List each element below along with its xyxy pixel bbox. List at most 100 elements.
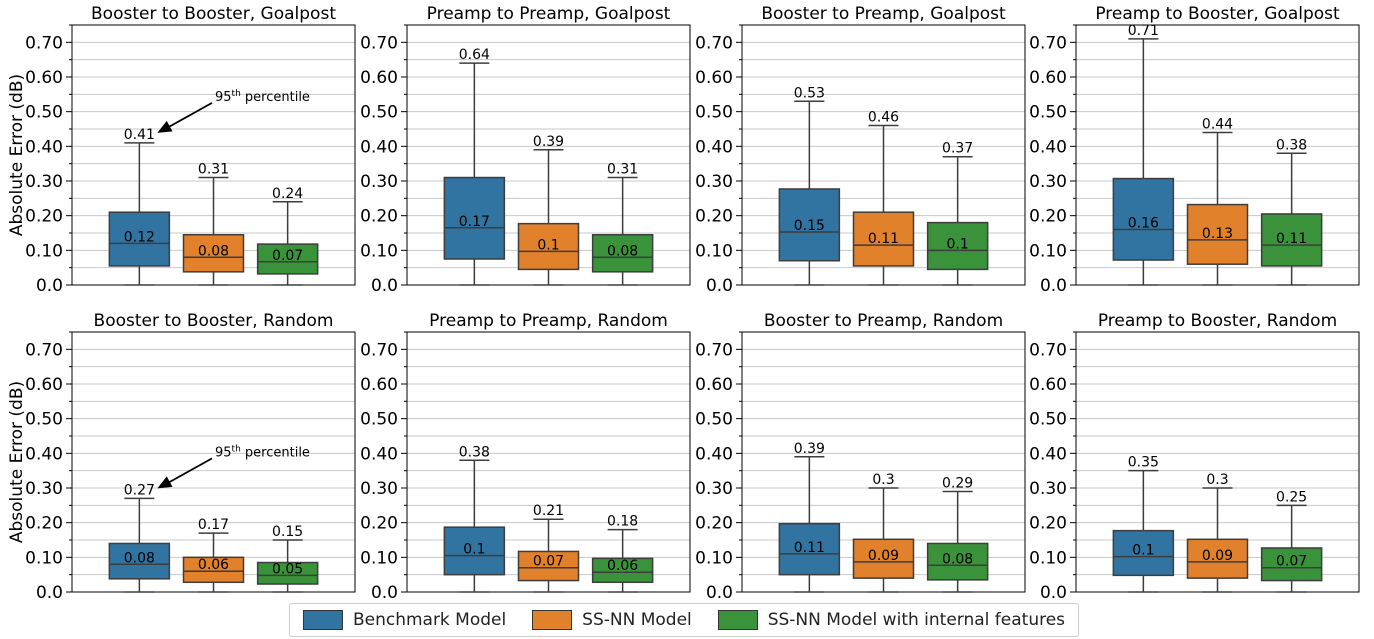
y-tick-label: 0.20	[360, 514, 398, 534]
box-iqr	[1260, 213, 1323, 267]
percentile-annotation: 95th percentile	[157, 444, 310, 489]
median-label: 0.15	[794, 218, 825, 234]
y-tick-label: 0.20	[360, 207, 398, 227]
box-iqr	[182, 556, 245, 584]
p95-label: 0.71	[1128, 23, 1159, 39]
box-iqr	[926, 221, 989, 271]
annotation-arrow-shaft	[164, 457, 213, 486]
box-2: 0.1 0.39	[517, 134, 580, 286]
y-tick-label: 0.20	[695, 207, 733, 227]
y-tick-label: 0.70	[25, 340, 63, 360]
box-3: 0.05 0.15	[256, 524, 319, 593]
y-tick-label: 0.0	[1040, 583, 1067, 603]
p95-label: 0.38	[459, 444, 490, 460]
panel-title: Booster to Booster, Random	[94, 311, 334, 331]
box-iqr	[443, 176, 506, 260]
p95-label: 0.25	[1276, 489, 1307, 505]
y-tick-label: 0.70	[1029, 33, 1067, 53]
box-1: 0.1 0.38	[443, 444, 506, 593]
box-iqr	[182, 233, 245, 273]
p95-label: 0.3	[872, 472, 894, 488]
box-iqr	[256, 561, 319, 585]
box-iqr	[1260, 547, 1323, 582]
box-iqr	[591, 233, 654, 273]
y-tick-label: 0.60	[360, 68, 398, 88]
panel-title: Preamp to Preamp, Goalpost	[427, 4, 671, 24]
box-iqr	[1112, 177, 1175, 261]
median-label: 0.08	[198, 243, 229, 259]
median-label: 0.1	[537, 237, 559, 253]
panel-2: 0.0 0.10 0.20 0.30 0.40 0.50 0.60 0.70 Preamp to…	[360, 4, 691, 296]
median-label: 0.06	[607, 558, 638, 574]
annotation-arrow-shaft	[164, 102, 213, 130]
y-tick-label: 0.10	[695, 548, 733, 568]
box-3: 0.08 0.29	[926, 475, 989, 593]
y-tick-label: 0.70	[1029, 340, 1067, 360]
y-tick-label: 0.30	[25, 172, 63, 192]
legend-label-benchmark: Benchmark Model	[352, 610, 507, 630]
box-iqr	[517, 550, 580, 582]
y-tick-label: 0.70	[695, 33, 733, 53]
p95-label: 0.39	[533, 134, 564, 150]
box-3: 0.07 0.25	[1260, 489, 1323, 593]
box-iqr	[1186, 203, 1249, 265]
legend-item-ssnn-internal: SS-NN Model with internal features	[717, 610, 1065, 630]
y-tick-label: 0.60	[1029, 375, 1067, 395]
box-2: 0.09 0.3	[1186, 472, 1249, 593]
box-3: 0.1 0.37	[926, 141, 989, 286]
median-label: 0.11	[1276, 231, 1307, 247]
y-tick-label: 0.40	[1029, 444, 1067, 464]
median-label: 0.1	[1132, 543, 1154, 559]
median-label: 0.17	[459, 214, 490, 230]
box-iqr	[517, 222, 580, 271]
y-tick-label: 0.50	[360, 410, 398, 430]
box-2: 0.06 0.17	[182, 517, 245, 593]
median-label: 0.11	[794, 540, 825, 556]
y-tick-label: 0.10	[25, 241, 63, 261]
y-tick-label: 0.0	[371, 583, 398, 603]
y-tick-label: 0.10	[360, 548, 398, 568]
box-iqr	[108, 542, 171, 580]
box-2: 0.11 0.46	[852, 110, 915, 286]
legend: Benchmark Model SS-NN Model SS-NN Model …	[289, 603, 1079, 637]
panel-title: Booster to Preamp, Goalpost	[761, 4, 1006, 24]
y-tick-label: 0.0	[36, 583, 63, 603]
p95-label: 0.31	[198, 162, 229, 178]
y-tick-label: 0.70	[360, 340, 398, 360]
box-1: 0.1 0.35	[1112, 455, 1175, 593]
panel-6: 0.0 0.10 0.20 0.30 0.40 0.50 0.60 0.70 Preamp to…	[360, 311, 691, 603]
p95-label: 0.38	[1276, 137, 1307, 153]
y-tick-label: 0.50	[695, 103, 733, 123]
y-tick-label: 0.40	[695, 137, 733, 157]
y-tick-label: 0.30	[360, 479, 398, 499]
box-3: 0.11 0.38	[1260, 137, 1323, 286]
legend-swatch-ssnn-internal	[717, 610, 758, 630]
y-tick-label: 0.0	[371, 276, 398, 296]
y-tick-label: 0.30	[25, 479, 63, 499]
y-tick-label: 0.60	[1029, 68, 1067, 88]
median-label: 0.07	[1276, 554, 1307, 570]
y-tick-label: 0.50	[1029, 410, 1067, 430]
box-1: 0.11 0.39	[778, 441, 841, 593]
y-tick-label: 0.30	[695, 479, 733, 499]
panel-title: Booster to Booster, Goalpost	[91, 4, 336, 24]
box-2: 0.09 0.3	[852, 472, 915, 593]
box-iqr	[256, 243, 319, 275]
annotation-arrow-head	[157, 476, 173, 489]
box-iqr	[591, 557, 654, 584]
p95-label: 0.41	[124, 127, 155, 143]
median-label: 0.07	[272, 248, 303, 264]
y-tick-label: 0.70	[695, 340, 733, 360]
y-tick-label: 0.50	[1029, 103, 1067, 123]
box-iqr	[852, 211, 915, 267]
box-iqr	[778, 188, 841, 262]
y-tick-label: 0.10	[695, 241, 733, 261]
panel-title: Preamp to Booster, Random	[1098, 311, 1337, 331]
p95-label: 0.53	[794, 85, 825, 101]
y-axis-label: Absolute Error (dB)	[7, 381, 27, 543]
box-1: 0.12 0.41	[108, 127, 171, 286]
p95-label: 0.3	[1206, 472, 1228, 488]
median-label: 0.1	[463, 542, 485, 558]
y-tick-label: 0.20	[1029, 514, 1067, 534]
box-2: 0.07 0.21	[517, 503, 580, 593]
